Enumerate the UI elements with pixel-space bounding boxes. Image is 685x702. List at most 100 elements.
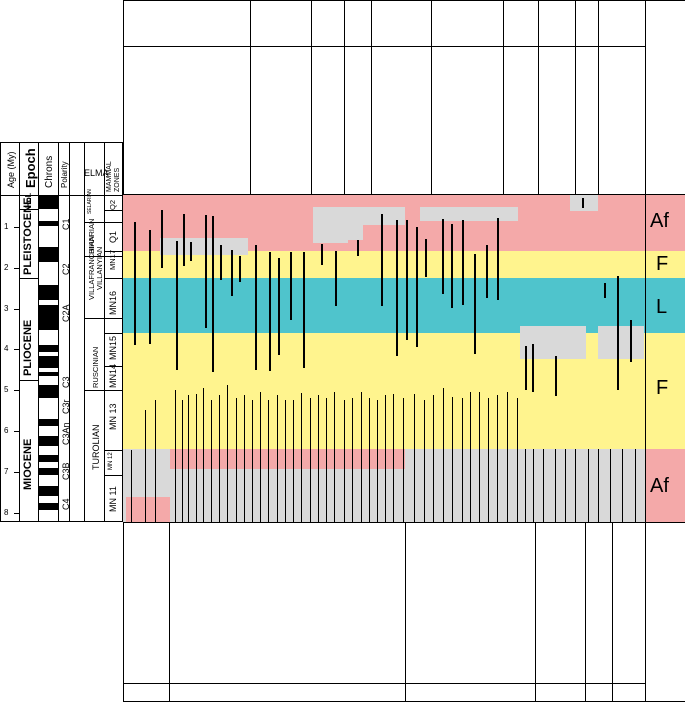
range-bar xyxy=(507,392,508,522)
range-bar xyxy=(622,449,623,522)
polarity-normal-block xyxy=(39,486,58,496)
elma-turolian: TUROLIAN xyxy=(91,424,101,470)
range-bar xyxy=(635,449,636,522)
range-bar xyxy=(357,240,359,256)
chron-c1: C1 xyxy=(61,218,71,230)
range-bar xyxy=(533,449,534,522)
range-bar xyxy=(352,398,353,522)
range-bar xyxy=(203,388,204,522)
age-tick-label: 3 xyxy=(4,303,9,313)
range-box-bicakci xyxy=(160,238,248,255)
range-bar xyxy=(335,251,337,306)
polarity-normal-block xyxy=(39,221,58,226)
range-bar xyxy=(183,214,185,266)
site-divider xyxy=(503,0,504,195)
age-tick-mark xyxy=(14,512,19,514)
range-bar xyxy=(479,392,480,522)
site-divider xyxy=(575,0,576,195)
band-pink-asarlik xyxy=(126,497,170,522)
zone-label-l: L xyxy=(656,296,668,318)
range-bar xyxy=(175,390,176,522)
range-bar xyxy=(131,450,132,522)
range-bar xyxy=(462,398,463,522)
age-tick-label: 6 xyxy=(4,426,9,435)
zone-q2: Q2 xyxy=(108,199,117,210)
band-f-upper xyxy=(123,251,685,278)
mammal-zones-header: MAMMAL ZONES xyxy=(106,161,121,192)
age-tick-mark xyxy=(14,390,19,392)
range-bar xyxy=(565,449,566,522)
range-bar xyxy=(416,227,418,347)
range-bar xyxy=(334,392,335,522)
zone-mn11: MN 11 xyxy=(108,486,118,512)
range-bar xyxy=(369,398,370,522)
range-bar xyxy=(377,400,378,522)
elma-header: ELMA xyxy=(84,168,109,178)
range-bar xyxy=(277,395,278,522)
range-bar xyxy=(134,222,136,345)
range-bar xyxy=(610,449,611,522)
chron-c4: C4 xyxy=(61,498,71,510)
zone-mn13: MN 13 xyxy=(108,403,118,430)
site-divider xyxy=(535,522,536,702)
range-bar xyxy=(555,449,556,522)
chrons-header: Chrons xyxy=(44,155,55,188)
polarity-normal-block xyxy=(39,455,58,462)
range-bar xyxy=(532,344,534,392)
range-bar xyxy=(301,393,302,522)
age-tick-label: 1 xyxy=(4,222,9,231)
range-bar xyxy=(239,256,241,282)
range-bar xyxy=(176,241,178,370)
range-bar xyxy=(604,283,606,298)
band-af-pink-right xyxy=(645,449,685,522)
zone-mn14: MN14 xyxy=(108,363,118,388)
range-bar xyxy=(244,395,245,522)
polarity-normal-block xyxy=(39,372,58,376)
range-bar xyxy=(236,398,237,522)
range-box-sulhandere xyxy=(520,326,586,359)
range-bar xyxy=(406,220,408,340)
range-bar xyxy=(231,250,233,296)
range-bar xyxy=(433,395,434,522)
range-bar xyxy=(452,397,453,522)
range-bar xyxy=(344,400,345,522)
range-bar xyxy=(470,392,471,522)
range-bar xyxy=(182,400,183,522)
range-bar xyxy=(310,398,311,522)
chron-c3an: C3An xyxy=(61,422,71,445)
range-bar xyxy=(196,394,197,522)
range-bar xyxy=(443,388,444,522)
range-bar xyxy=(486,245,488,298)
range-bar xyxy=(575,449,576,522)
site-divider xyxy=(538,0,539,195)
range-bar xyxy=(617,276,619,390)
site-divider xyxy=(431,0,432,195)
zone-mn15: MN15 xyxy=(108,335,118,360)
band-yellow-mn13 xyxy=(123,390,173,449)
age-tick-label: 8 xyxy=(4,507,9,517)
range-bar xyxy=(385,395,386,522)
range-bar xyxy=(269,252,271,371)
polarity-header: Polarity xyxy=(60,161,69,188)
range-bar xyxy=(451,224,453,308)
polarity-normal-block xyxy=(39,285,58,300)
range-bar xyxy=(425,239,427,277)
range-box-yelalan xyxy=(570,195,598,211)
range-bar xyxy=(525,346,527,390)
range-bar xyxy=(497,395,498,522)
range-bar xyxy=(488,398,489,522)
range-bar xyxy=(630,320,632,362)
site-divider xyxy=(371,0,372,195)
range-box-yassigume xyxy=(313,225,348,243)
range-bar xyxy=(149,230,151,344)
range-bar xyxy=(255,245,257,370)
range-bar xyxy=(303,252,305,368)
site-divider xyxy=(405,522,406,702)
zone-label-af-upper: Af xyxy=(650,210,669,232)
zone-q1: Q1 xyxy=(108,230,118,243)
polarity-normal-block xyxy=(39,356,58,368)
range-bar xyxy=(219,395,220,522)
polarity-normal-block xyxy=(39,305,58,330)
polarity-normal-block xyxy=(39,345,58,352)
range-bar xyxy=(290,252,292,320)
